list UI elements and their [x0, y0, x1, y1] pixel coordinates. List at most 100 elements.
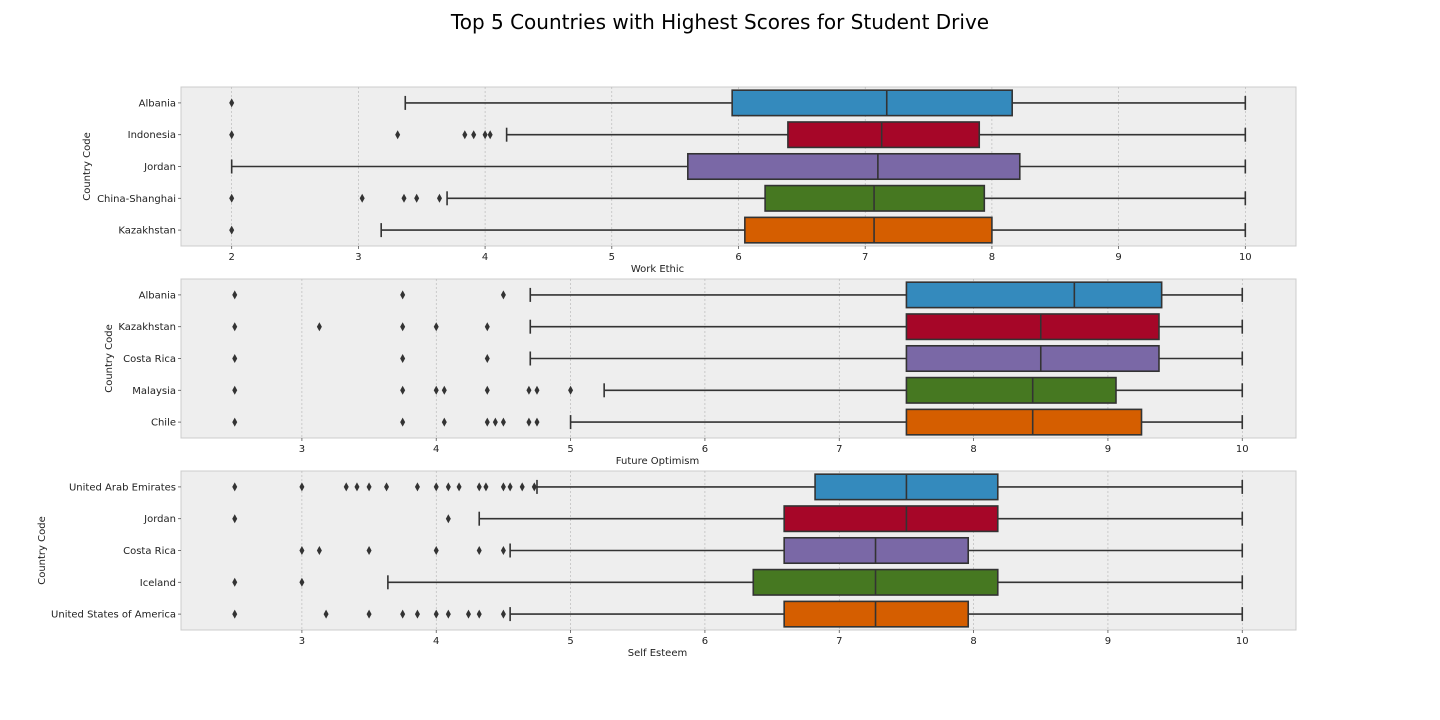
- box-iqr: [905, 313, 1160, 341]
- outlier-point: [232, 290, 238, 300]
- x-tick-label: 8: [970, 636, 976, 647]
- category-label: China-Shanghai: [97, 194, 176, 205]
- outlier-point: [433, 482, 439, 492]
- outlier-point: [232, 385, 238, 395]
- outlier-point: [316, 322, 322, 332]
- box-1: United Arab Emirates: [69, 473, 1244, 501]
- outlier-point: [484, 385, 490, 395]
- outlier-point: [232, 322, 238, 332]
- chart-title: Top 5 Countries with Highest Scores for …: [450, 10, 989, 34]
- y-axis-label: Country Code: [37, 516, 48, 585]
- outlier-point: [476, 482, 482, 492]
- outlier-point: [323, 609, 329, 619]
- outlier-point: [400, 322, 406, 332]
- outlier-point: [400, 385, 406, 395]
- outlier-point: [484, 354, 490, 363]
- category-label: Albania: [139, 290, 176, 301]
- box-iqr: [905, 408, 1143, 436]
- outlier-point: [476, 609, 482, 619]
- outlier-point: [483, 482, 489, 492]
- category-label: United Arab Emirates: [69, 482, 176, 493]
- box-2: Kazakhstan: [118, 313, 1244, 341]
- x-tick-label: 7: [862, 252, 868, 263]
- outlier-point: [500, 290, 506, 300]
- outlier-point: [492, 417, 498, 427]
- outlier-point: [436, 193, 442, 203]
- category-label: Jordan: [143, 514, 176, 525]
- x-tick-label: 10: [1236, 636, 1249, 647]
- x-axis-label: Future Optimism: [616, 456, 699, 467]
- outlier-point: [366, 609, 372, 619]
- outlier-point: [414, 193, 420, 203]
- category-label: Costa Rica: [123, 354, 176, 365]
- category-label: Malaysia: [132, 386, 176, 397]
- outlier-point: [433, 322, 439, 332]
- category-label: Albania: [139, 98, 176, 109]
- outlier-point: [476, 546, 482, 555]
- x-tick-label: 9: [1105, 636, 1111, 647]
- outlier-point: [229, 130, 235, 140]
- box-5: United States of America: [51, 600, 1244, 628]
- x-tick-label: 7: [836, 636, 842, 647]
- outlier-point: [414, 609, 420, 619]
- category-label: Costa Rica: [123, 546, 176, 557]
- x-tick-label: 4: [433, 444, 439, 455]
- box-iqr: [687, 152, 1021, 181]
- box-1: Albania: [139, 281, 1244, 309]
- outlier-point: [232, 577, 238, 587]
- outlier-point: [433, 546, 439, 555]
- panel-1: 2 3 4 5 6 7 8 9 10 Albania Indonesia Jordan China-Sh…: [82, 86, 1297, 275]
- box-5: Kazakhstan: [118, 216, 1247, 244]
- category-label: Kazakhstan: [118, 322, 176, 333]
- box-2: Indonesia: [128, 121, 1247, 149]
- outlier-point: [482, 130, 488, 140]
- panels: 2 3 4 5 6 7 8 9 10 Albania Indonesia Jordan China-Sh…: [37, 86, 1297, 659]
- outlier-point: [414, 482, 420, 492]
- outlier-point: [534, 417, 540, 427]
- x-tick-label: 3: [299, 636, 305, 647]
- outlier-point: [433, 609, 439, 619]
- outlier-point: [229, 98, 235, 108]
- x-tick-label: 3: [355, 252, 361, 263]
- outlier-point: [441, 385, 447, 395]
- box-5: Chile: [151, 408, 1244, 436]
- outlier-point: [366, 546, 372, 555]
- x-tick-label: 2: [228, 252, 234, 263]
- category-label: Iceland: [140, 578, 176, 589]
- x-tick-label: 5: [567, 444, 573, 455]
- category-label: Kazakhstan: [118, 226, 176, 237]
- outlier-point: [500, 417, 506, 427]
- x-tick-label: 8: [989, 252, 995, 263]
- outlier-point: [232, 609, 238, 619]
- outlier-point: [471, 130, 477, 140]
- outlier-point: [366, 482, 372, 492]
- outlier-point: [445, 609, 451, 619]
- outlier-point: [400, 354, 406, 363]
- x-axis-label: Self Esteem: [628, 648, 687, 659]
- outlier-point: [401, 193, 407, 203]
- panel-2: 3 4 5 6 7 8 9 10 Albania Kazakhstan Costa Rica Mala…: [104, 278, 1297, 467]
- box-4: Malaysia: [132, 376, 1244, 404]
- x-tick-label: 9: [1105, 444, 1111, 455]
- outlier-point: [232, 417, 238, 427]
- outlier-point: [316, 546, 322, 555]
- outlier-point: [229, 193, 235, 203]
- outlier-point: [299, 546, 305, 555]
- x-tick-label: 3: [299, 444, 305, 455]
- outlier-point: [354, 482, 360, 492]
- outlier-point: [395, 130, 401, 140]
- category-label: Jordan: [143, 162, 176, 173]
- outlier-point: [456, 482, 462, 492]
- x-tick-label: 9: [1115, 252, 1121, 263]
- panel-3: 3 4 5 6 7 8 9 10 United Arab Emirates Jordan Costa…: [37, 470, 1297, 659]
- box-4: Iceland: [140, 568, 1244, 596]
- outlier-point: [400, 609, 406, 619]
- outlier-point: [534, 385, 540, 395]
- outlier-point: [445, 514, 451, 524]
- outlier-point: [526, 385, 532, 395]
- category-label: Chile: [151, 418, 176, 429]
- outlier-point: [484, 322, 490, 332]
- x-tick-label: 6: [702, 636, 708, 647]
- box-iqr: [731, 89, 1013, 117]
- box-3: Costa Rica: [123, 344, 1244, 373]
